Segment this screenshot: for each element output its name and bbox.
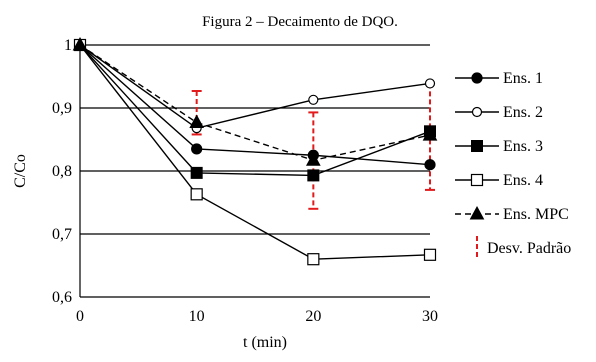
data-point xyxy=(305,152,321,166)
y-tick-label: 0,9 xyxy=(52,100,72,117)
data-point xyxy=(422,127,438,141)
legend-label: Ens. 2 xyxy=(503,104,543,121)
legend-label: Desv. Padrão xyxy=(487,240,571,257)
series-line-1 xyxy=(79,44,431,166)
data-point xyxy=(190,166,203,179)
series-line-3 xyxy=(79,44,431,177)
legend-label: Ens. 3 xyxy=(503,138,543,155)
x-tick-label: 20 xyxy=(305,308,321,325)
y-tick-label: 0,8 xyxy=(52,163,72,180)
data-point xyxy=(307,169,320,182)
data-point xyxy=(424,78,436,89)
x-tick-label: 0 xyxy=(76,308,84,325)
x-axis-label: t (min) xyxy=(243,334,287,351)
data-point xyxy=(423,248,437,261)
legend: Ens. 1 Ens. 2 Ens. 3 Ens. 4 Ens. MPC Desv. Pa… xyxy=(455,70,571,260)
legend-label: Ens. 1 xyxy=(503,70,543,87)
data-point xyxy=(72,36,88,51)
data-point xyxy=(189,114,205,128)
axes xyxy=(79,45,430,298)
plot-series xyxy=(72,36,438,266)
tick-labels: 0,60,70,80,910 10 20 30 xyxy=(52,37,438,325)
legend-label: Ens. MPC xyxy=(503,206,569,223)
legend-marker xyxy=(471,72,483,84)
data-point xyxy=(307,253,320,266)
legend-marker xyxy=(471,106,483,118)
figure-caption: Figura 2 – Decaimento de DQO. xyxy=(202,14,398,30)
series-line-4 xyxy=(79,44,431,260)
data-point xyxy=(308,94,319,105)
series-line-2 xyxy=(79,44,431,129)
x-tick-label: 10 xyxy=(189,308,205,325)
data-point xyxy=(191,143,203,155)
series-line-5 xyxy=(79,44,431,162)
legend-label: Ens. 4 xyxy=(503,172,543,189)
legend-marker xyxy=(471,140,483,152)
data-point xyxy=(424,159,436,171)
y-tick-label: 0,6 xyxy=(52,289,72,306)
y-axis-label: C/Co xyxy=(12,154,29,188)
data-point xyxy=(190,188,203,201)
y-tick-label: 0,7 xyxy=(52,226,72,243)
x-tick-label: 30 xyxy=(422,308,438,325)
y-tick-label: 1 xyxy=(64,37,72,54)
legend-marker xyxy=(470,173,484,187)
legend-marker xyxy=(469,205,485,220)
gridlines xyxy=(80,44,430,235)
